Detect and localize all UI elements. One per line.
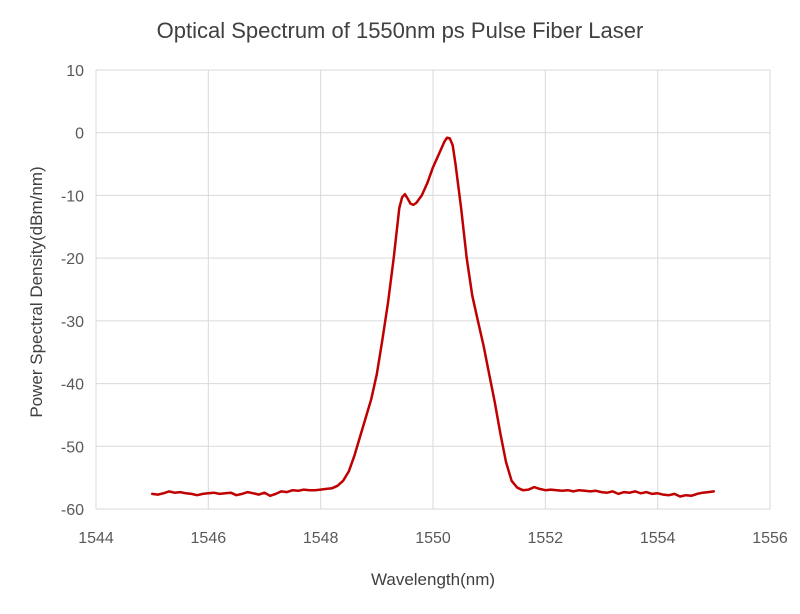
chart-title: Optical Spectrum of 1550nm ps Pulse Fibe… bbox=[157, 18, 644, 43]
series-group bbox=[150, 136, 716, 498]
y-tick-label: 10 bbox=[66, 63, 84, 80]
x-tick-label: 1548 bbox=[303, 530, 339, 547]
grid bbox=[95, 69, 771, 510]
y-tick-label: -60 bbox=[61, 502, 84, 519]
x-axis-label: Wavelength(nm) bbox=[371, 570, 495, 589]
y-tick-label: -20 bbox=[61, 251, 84, 268]
x-tick-label: 1550 bbox=[415, 530, 451, 547]
x-tick-label: 1552 bbox=[528, 530, 564, 547]
x-tick-label: 1554 bbox=[640, 530, 676, 547]
x-tick-label: 1546 bbox=[191, 530, 227, 547]
x-tick-label: 1544 bbox=[78, 530, 114, 547]
y-axis-label: Power Spectral Density(dBm/nm) bbox=[27, 166, 46, 417]
x-tick-label: 1556 bbox=[752, 530, 788, 547]
y-tick-label: -10 bbox=[61, 188, 84, 205]
x-tick-labels: 1544 1546 1548 1550 1552 1554 1556 bbox=[78, 530, 788, 547]
series-line bbox=[150, 136, 716, 498]
y-tick-label: -30 bbox=[61, 314, 84, 331]
y-tick-labels: 10 0 -10 -20 -30 -40 -50 -60 bbox=[61, 63, 84, 519]
y-tick-label: -50 bbox=[61, 439, 84, 456]
y-tick-label: 0 bbox=[75, 126, 84, 143]
y-tick-label: -40 bbox=[61, 377, 84, 394]
